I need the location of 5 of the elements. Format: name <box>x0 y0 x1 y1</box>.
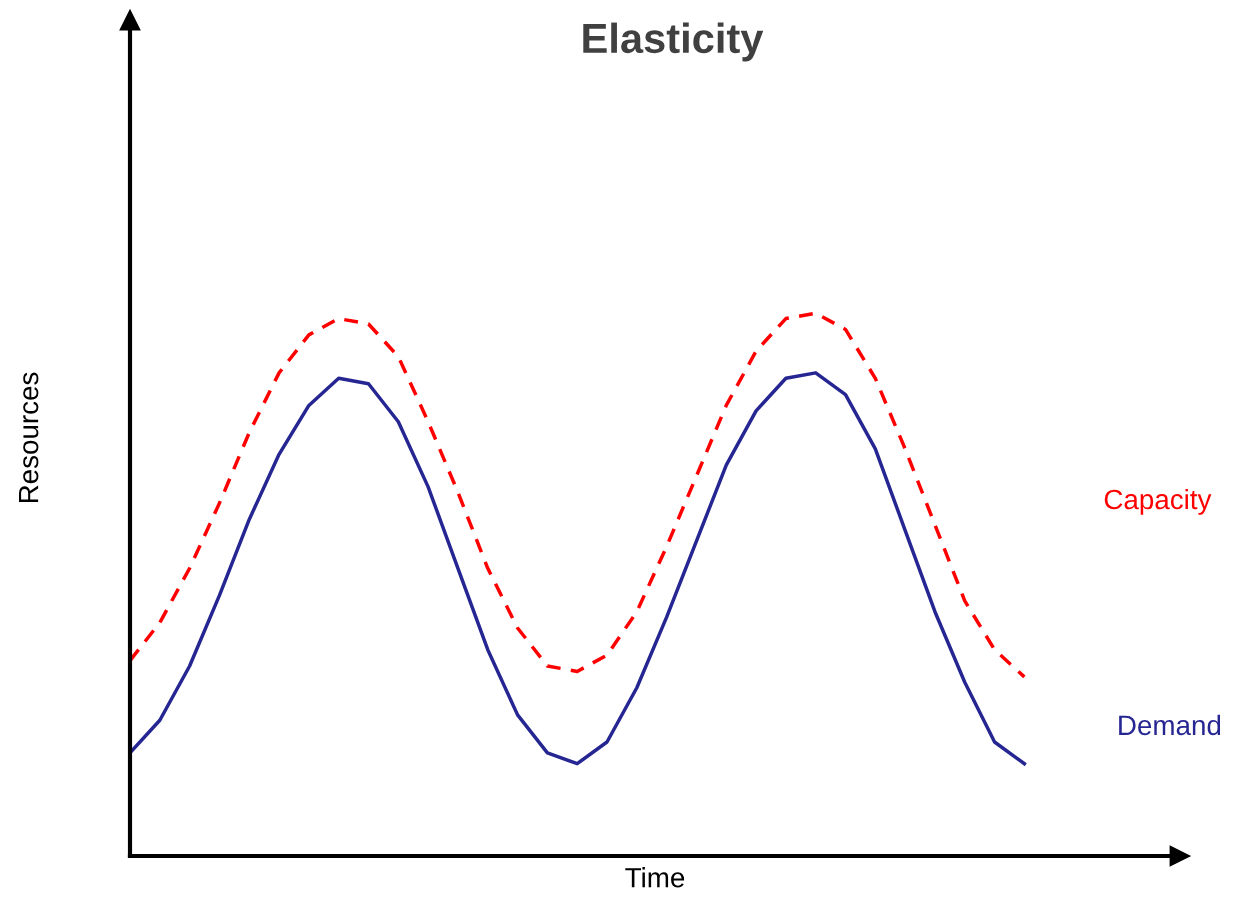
text: Capacity <box>1104 488 1212 515</box>
y-axis-title: Resources <box>19 372 39 503</box>
chart-title: Elasticity <box>583 22 764 62</box>
x-axis-title: Time <box>625 867 685 888</box>
text: Demand <box>1119 714 1221 736</box>
